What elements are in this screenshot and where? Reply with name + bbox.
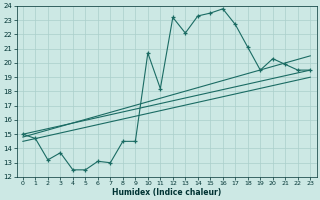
X-axis label: Humidex (Indice chaleur): Humidex (Indice chaleur) — [112, 188, 221, 197]
